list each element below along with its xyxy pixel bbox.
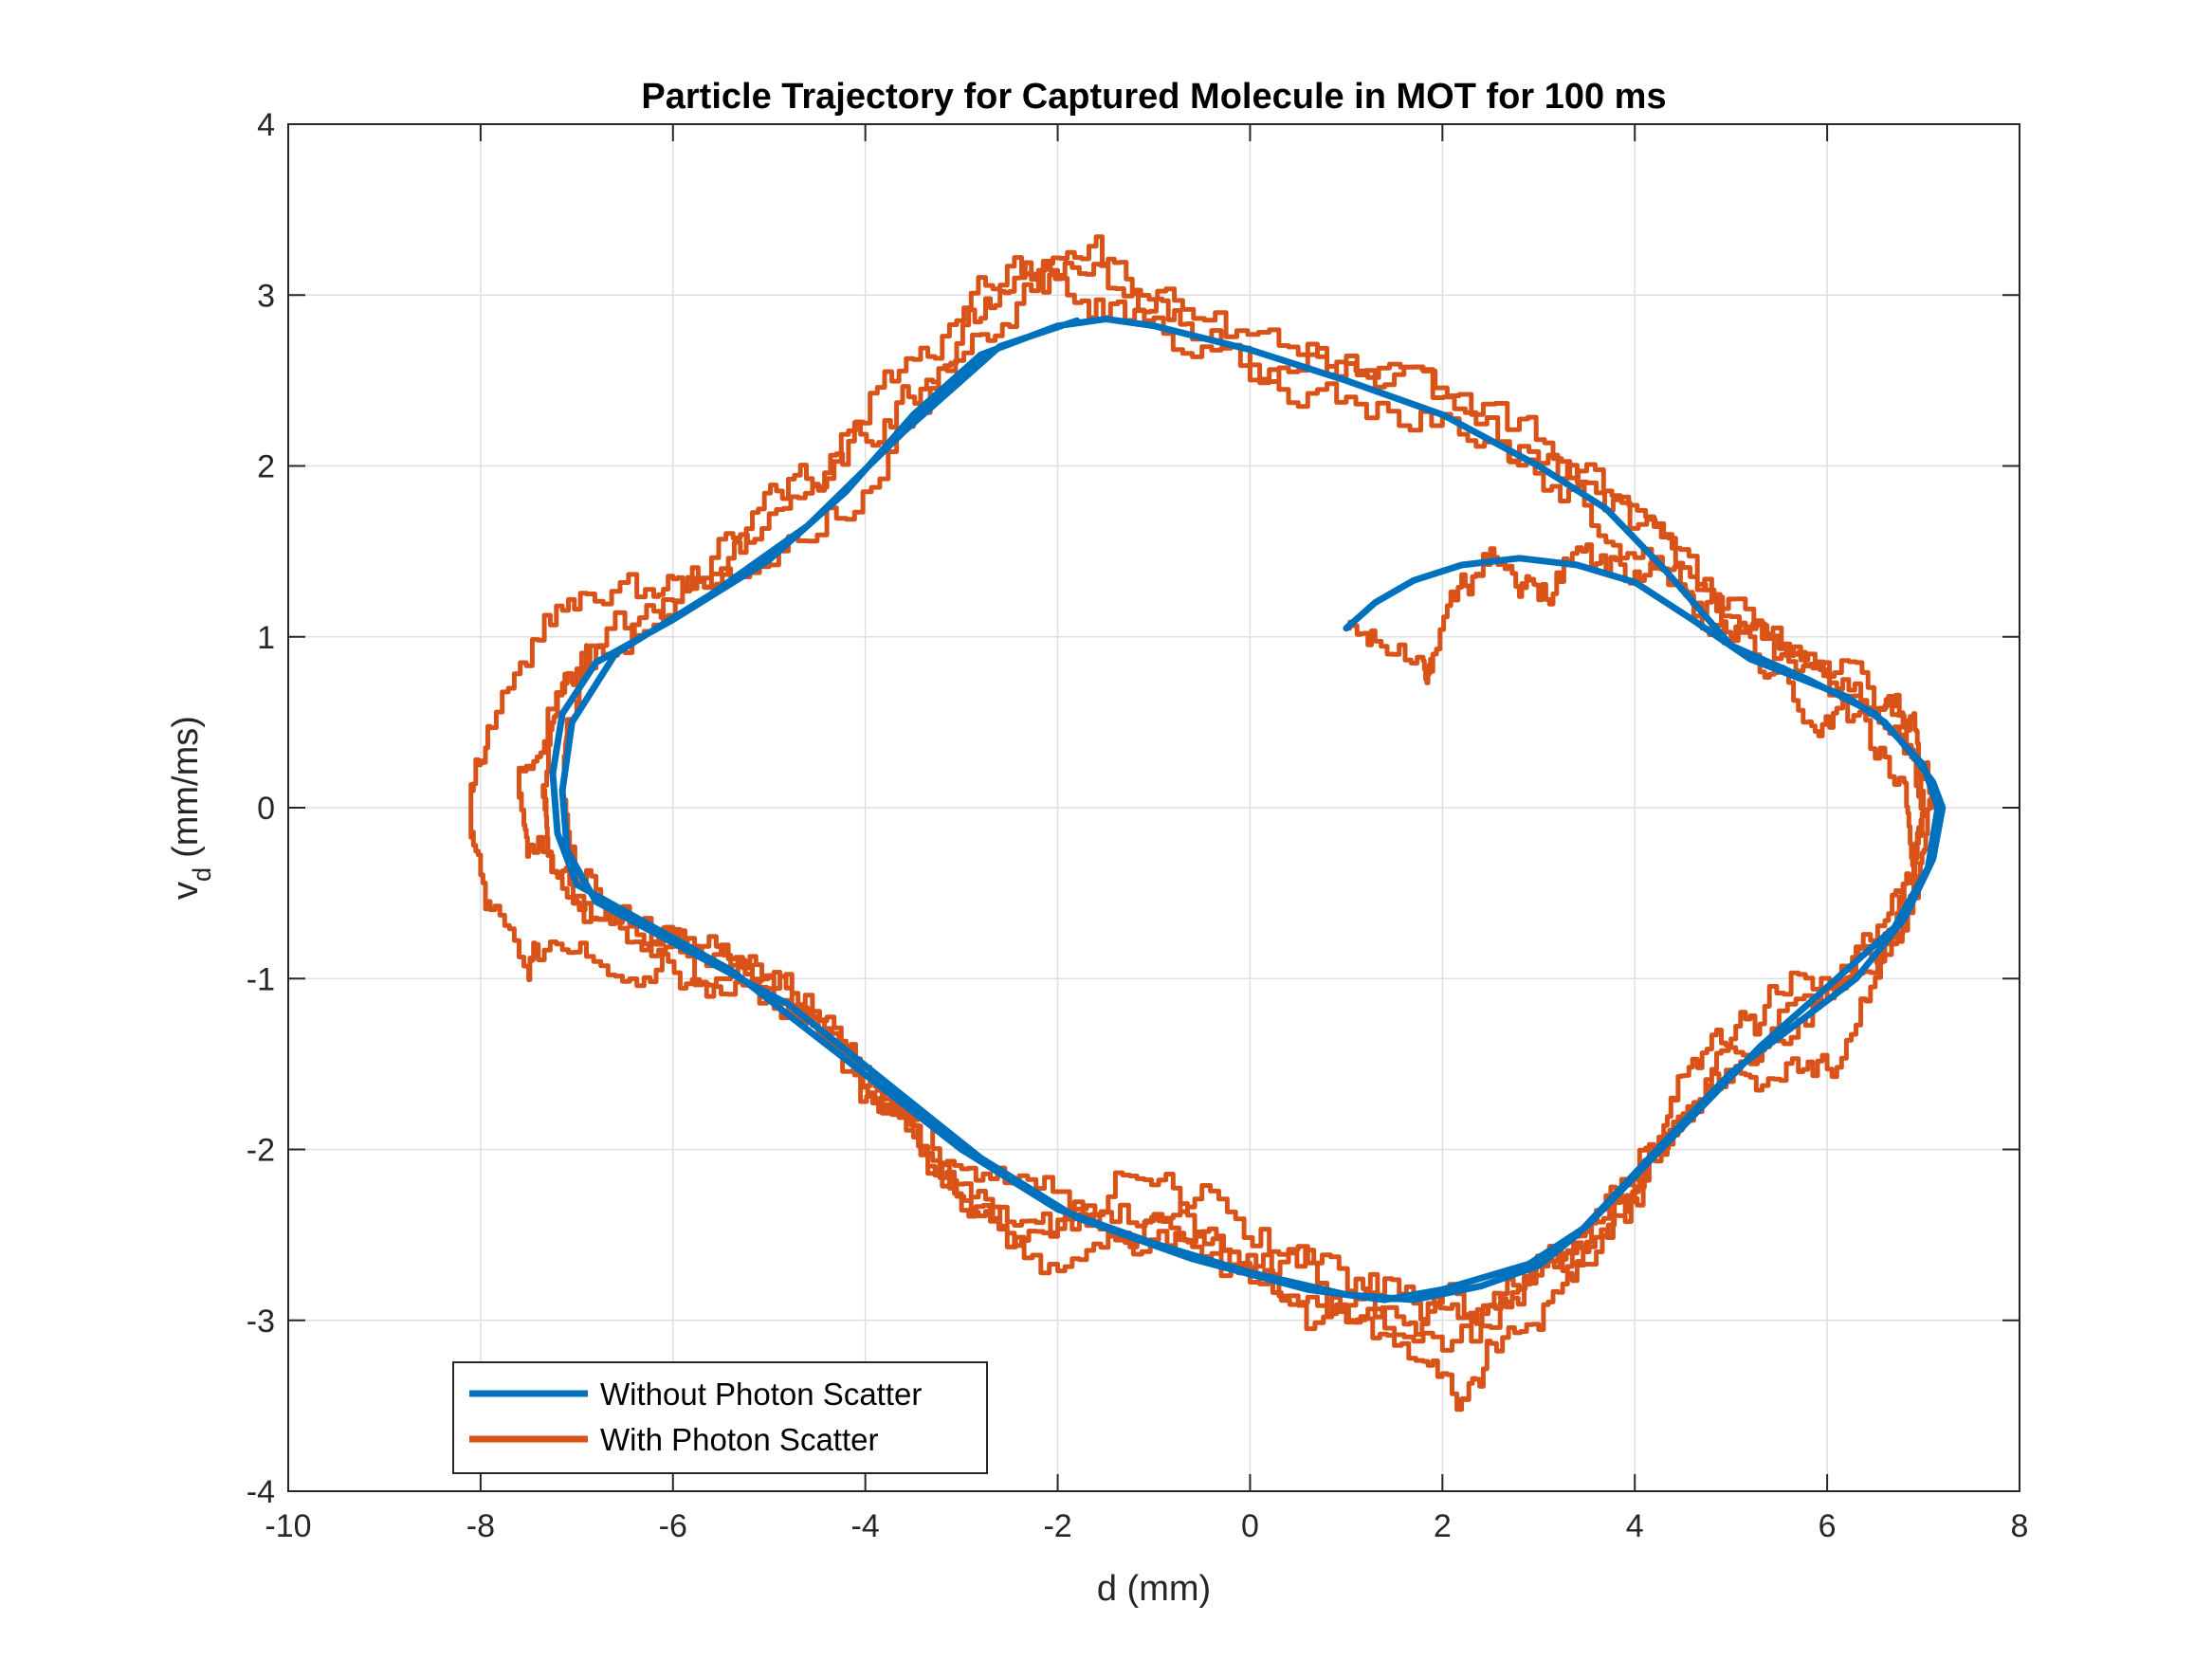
chart-title: Particle Trajectory for Captured Molecul… [641,77,1666,117]
series-line-without-photon-scatter [549,316,1947,1304]
y-tick-label: 0 [257,791,275,827]
x-tick-label: -4 [851,1508,880,1544]
legend-label-with-scatter: With Photon Scatter [600,1422,878,1457]
axes-box [287,123,2020,1492]
y-tick-label: 3 [257,278,275,314]
y-axis-label: vd (mm/ms) [166,716,216,900]
x-tick-label: 4 [1626,1508,1644,1544]
y-tick-label: -1 [247,961,275,997]
y-axis-label-main: v [166,882,206,900]
x-axis-label: d (mm) [1097,1569,1211,1609]
y-tick-label: 2 [257,449,275,485]
y-tick-label: -2 [247,1133,275,1169]
plot-area [468,234,1947,1413]
x-tick-label: 6 [1819,1508,1837,1544]
y-tick-label: -4 [247,1474,275,1510]
legend: Without Photon Scatter With Photon Scatt… [452,1361,988,1474]
legend-box [452,1361,988,1474]
x-tick-label: 0 [1241,1508,1259,1544]
legend-label-without-scatter: Without Photon Scatter [600,1376,922,1412]
x-axis-ticks: -10 -8 -6 -4 -2 0 2 4 6 8 [265,124,2028,1544]
y-axis-label-unit: (mm/ms) [166,716,206,858]
y-axis-label-subscript: d [188,867,216,882]
x-tick-label: -10 [265,1508,311,1544]
x-tick-label: 2 [1434,1508,1452,1544]
x-tick-label: -2 [1043,1508,1071,1544]
y-tick-label: -3 [247,1304,275,1340]
y-tick-label: 4 [257,107,275,143]
y-tick-label: 1 [257,620,275,656]
x-tick-label: 8 [2011,1508,2029,1544]
x-tick-label: -6 [659,1508,687,1544]
series-line-with-photon-scatter [468,234,1936,1413]
x-tick-label: -8 [466,1508,495,1544]
